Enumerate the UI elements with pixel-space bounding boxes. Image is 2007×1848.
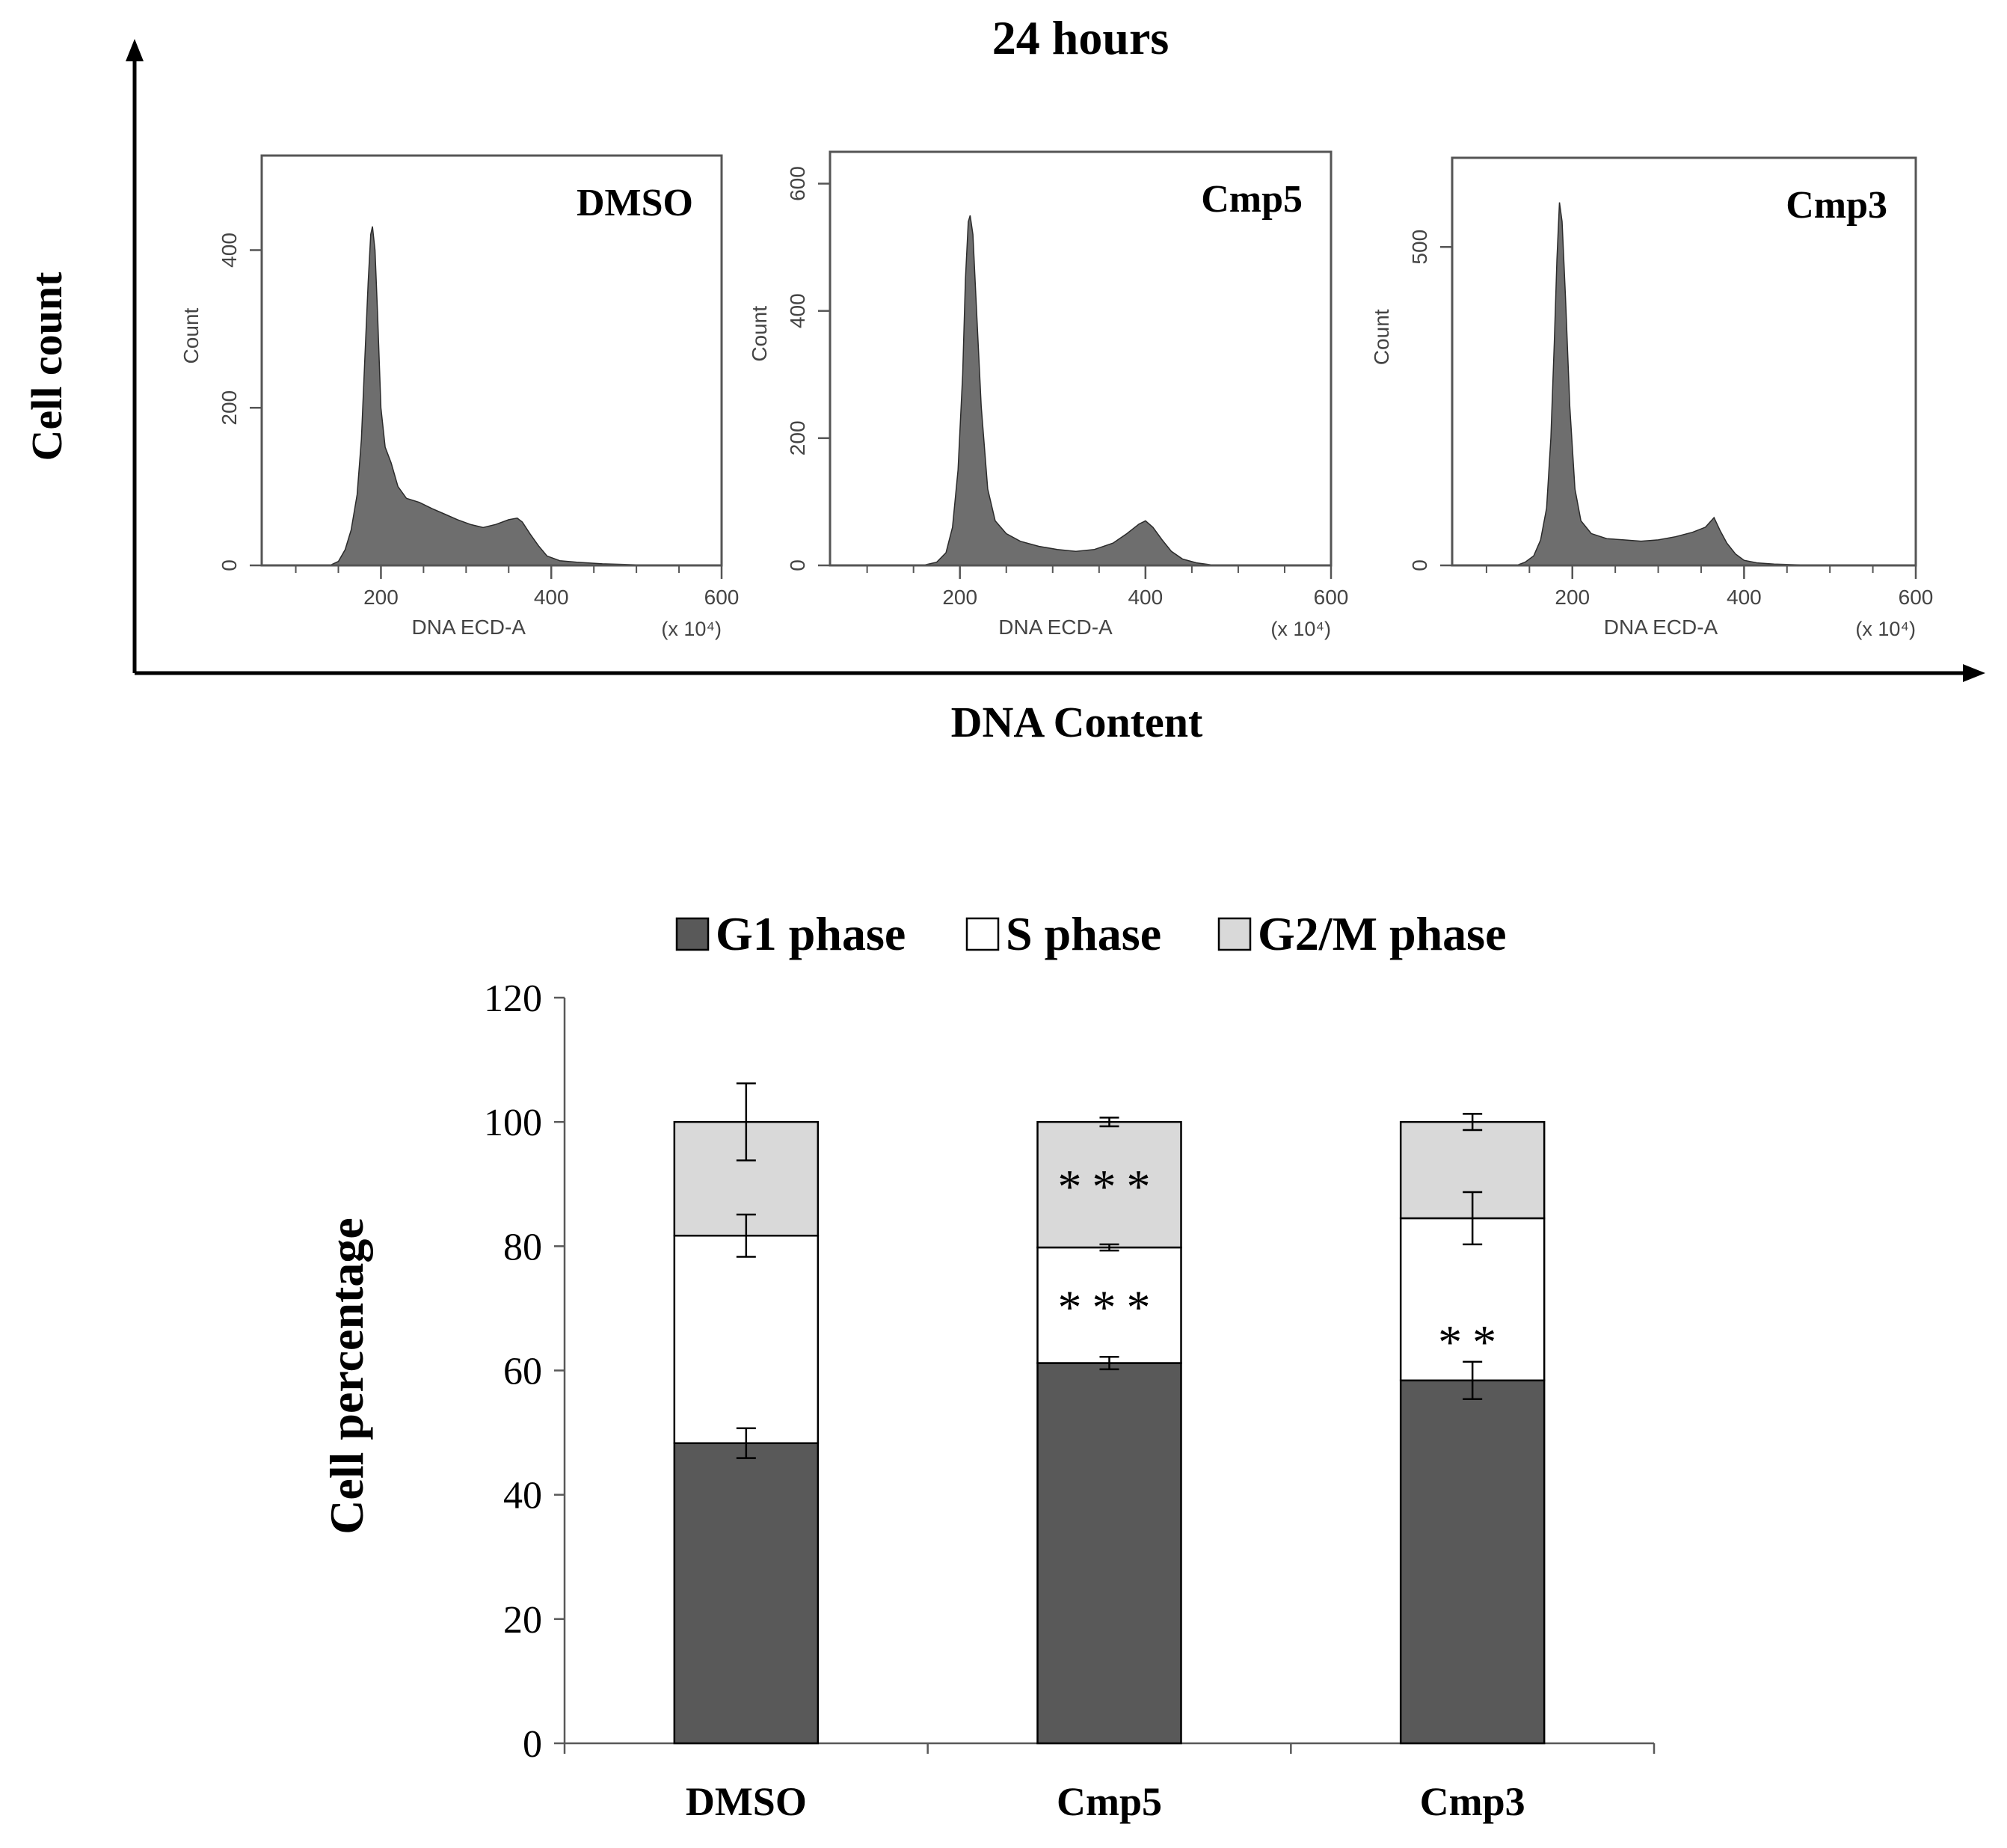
panel-x-label: DNA ECD-A <box>1604 616 1718 639</box>
panel-y-label: Count <box>748 306 771 362</box>
histogram-frame <box>829 150 1333 567</box>
legend-swatch <box>965 917 1000 951</box>
significance-marker: *** <box>1058 1280 1161 1333</box>
legend-label: G1 phase <box>716 907 906 960</box>
histogram-panel-label: DMSO <box>577 182 693 224</box>
significance-marker: *** <box>1058 1160 1161 1213</box>
cell-count-axis-title: Cell count <box>22 271 71 461</box>
bar-stack-cmp3 <box>1399 1113 1546 1745</box>
y-tick-label: 60 <box>503 1351 542 1393</box>
y-tick-label: 400 <box>218 233 241 268</box>
y-tick-label: 20 <box>503 1599 542 1642</box>
y-tick-label: 200 <box>786 420 809 455</box>
histogram-panels: DMSO 200 400 600 0 200 400 DNA ECD-A (x 10⁴) Coun… <box>179 150 1934 640</box>
histogram-frame <box>1451 156 1917 567</box>
x-tick-label: 600 <box>1314 586 1349 609</box>
y-tick-label: 500 <box>1408 230 1431 265</box>
histogram-frame <box>260 154 723 567</box>
cell-count-axis-arrowhead <box>126 39 144 61</box>
bar-stack-dmso <box>673 1082 820 1745</box>
panel-y-label: Count <box>1370 309 1393 365</box>
histogram-area <box>830 215 1331 566</box>
y-tick-label: 120 <box>484 977 542 1020</box>
histogram-panel-cmp3: Cmp3 200 400 600 0 500 DNA ECD-A (x 10⁴) Count <box>1370 156 1934 640</box>
category-label: Cmp5 <box>1057 1779 1162 1824</box>
histogram-panel-label: Cmp3 <box>1786 184 1887 227</box>
legend-label: S phase <box>1006 907 1161 960</box>
panel-x-label: DNA ECD-A <box>412 616 526 639</box>
y-tick-label: 0 <box>786 559 809 571</box>
panel-y-label: Count <box>179 308 203 364</box>
histogram-section: 24 hours Cell count DNA Content DMSO 200 4… <box>22 11 1985 746</box>
bar-segment <box>1036 1362 1182 1745</box>
bar-segment <box>673 1442 820 1745</box>
legend-swatch <box>1217 917 1252 951</box>
legend-swatch <box>675 917 710 951</box>
x-tick-label: 600 <box>1899 586 1934 609</box>
histogram-area <box>262 226 722 566</box>
category-label: DMSO <box>686 1779 807 1824</box>
bar-stack-cmp5 <box>1036 1117 1182 1745</box>
panel-x-unit: (x 10⁴) <box>1270 618 1331 640</box>
y-axis-title: Cell percentage <box>320 1218 373 1535</box>
x-tick-label: 600 <box>704 586 740 609</box>
histogram-panel-label: Cmp5 <box>1201 178 1303 221</box>
y-tick-label: 0 <box>218 559 241 571</box>
y-tick-label: 0 <box>1408 559 1431 571</box>
x-tick-label: 400 <box>534 586 569 609</box>
histogram-area <box>1452 202 1916 566</box>
panel-x-unit: (x 10⁴) <box>661 618 722 640</box>
x-tick-label: 200 <box>942 586 977 609</box>
y-tick-label: 40 <box>503 1475 542 1517</box>
panel-x-unit: (x 10⁴) <box>1855 618 1916 640</box>
bar-segment <box>673 1234 820 1444</box>
figure-title: 24 hours <box>992 11 1170 64</box>
y-tick-label: 200 <box>218 390 241 426</box>
bar-segment <box>1036 1246 1182 1364</box>
bar-segment <box>1036 1120 1182 1249</box>
dna-content-axis-title: DNA Content <box>951 698 1203 746</box>
bar-segment <box>1399 1379 1546 1745</box>
x-tick-label: 200 <box>1555 586 1590 609</box>
y-tick-label: 0 <box>523 1723 542 1766</box>
y-tick-label: 400 <box>786 293 809 328</box>
y-tick-label: 100 <box>484 1102 542 1144</box>
legend-label: G2/M phase <box>1258 907 1506 960</box>
chart-legend: G1 phase S phase G2/M phase <box>675 907 1506 960</box>
panel-x-label: DNA ECD-A <box>998 616 1113 639</box>
y-tick-label: 600 <box>786 166 809 201</box>
category-label: Cmp3 <box>1420 1779 1525 1824</box>
x-tick-label: 200 <box>363 586 399 609</box>
histogram-panel-cmp5: Cmp5 200 400 600 0 200 400 600 DNA ECD-A (x 10⁴) C… <box>748 150 1349 640</box>
y-tick-label: 80 <box>503 1226 542 1268</box>
x-tick-label: 400 <box>1128 586 1163 609</box>
histogram-panel-dmso: DMSO 200 400 600 0 200 400 DNA ECD-A (x 10⁴) Coun… <box>179 154 740 640</box>
bar-chart-section: G1 phase S phase G2/M phase Cell percentag… <box>320 907 1656 1824</box>
x-tick-label: 400 <box>1727 586 1762 609</box>
significance-marker: ** <box>1438 1316 1507 1369</box>
dna-content-axis-arrowhead <box>1963 664 1985 682</box>
